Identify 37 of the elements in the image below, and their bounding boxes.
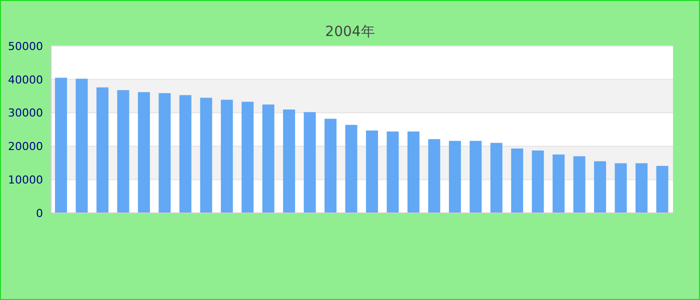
- bar: [386, 132, 399, 213]
- y-tick-label: 0: [36, 206, 43, 220]
- bar: [448, 140, 461, 213]
- bar: [656, 166, 668, 213]
- bar: [138, 92, 150, 213]
- bar: [366, 130, 378, 213]
- bar: [470, 140, 482, 213]
- bar: [76, 78, 88, 213]
- bar: [117, 90, 130, 213]
- bar: [636, 163, 648, 213]
- bar: [158, 93, 171, 213]
- bar: [511, 148, 524, 213]
- y-tick-label: 30000: [8, 106, 43, 120]
- y-tick-label: 50000: [8, 40, 43, 53]
- chart-subtitle: 2004年: [324, 23, 376, 41]
- bar: [428, 139, 440, 213]
- bar: [490, 142, 502, 213]
- bar: [324, 118, 337, 213]
- bar: [262, 104, 274, 213]
- bar: [242, 102, 254, 213]
- bar: [552, 154, 565, 213]
- bar: [407, 132, 420, 213]
- bar: [55, 78, 67, 213]
- bar: [200, 98, 212, 213]
- bar: [614, 163, 627, 213]
- bar: [283, 109, 296, 213]
- bar: [594, 161, 606, 213]
- bar: [96, 87, 108, 213]
- bar: [304, 112, 316, 213]
- y-tick-label: 20000: [8, 140, 43, 154]
- bar: [532, 150, 544, 213]
- bar: [573, 156, 586, 213]
- bar: [220, 100, 233, 213]
- bar: [345, 124, 358, 213]
- y-tick-label: 10000: [8, 174, 43, 187]
- bar: [179, 95, 192, 213]
- y-tick-label: 40000: [8, 73, 43, 86]
